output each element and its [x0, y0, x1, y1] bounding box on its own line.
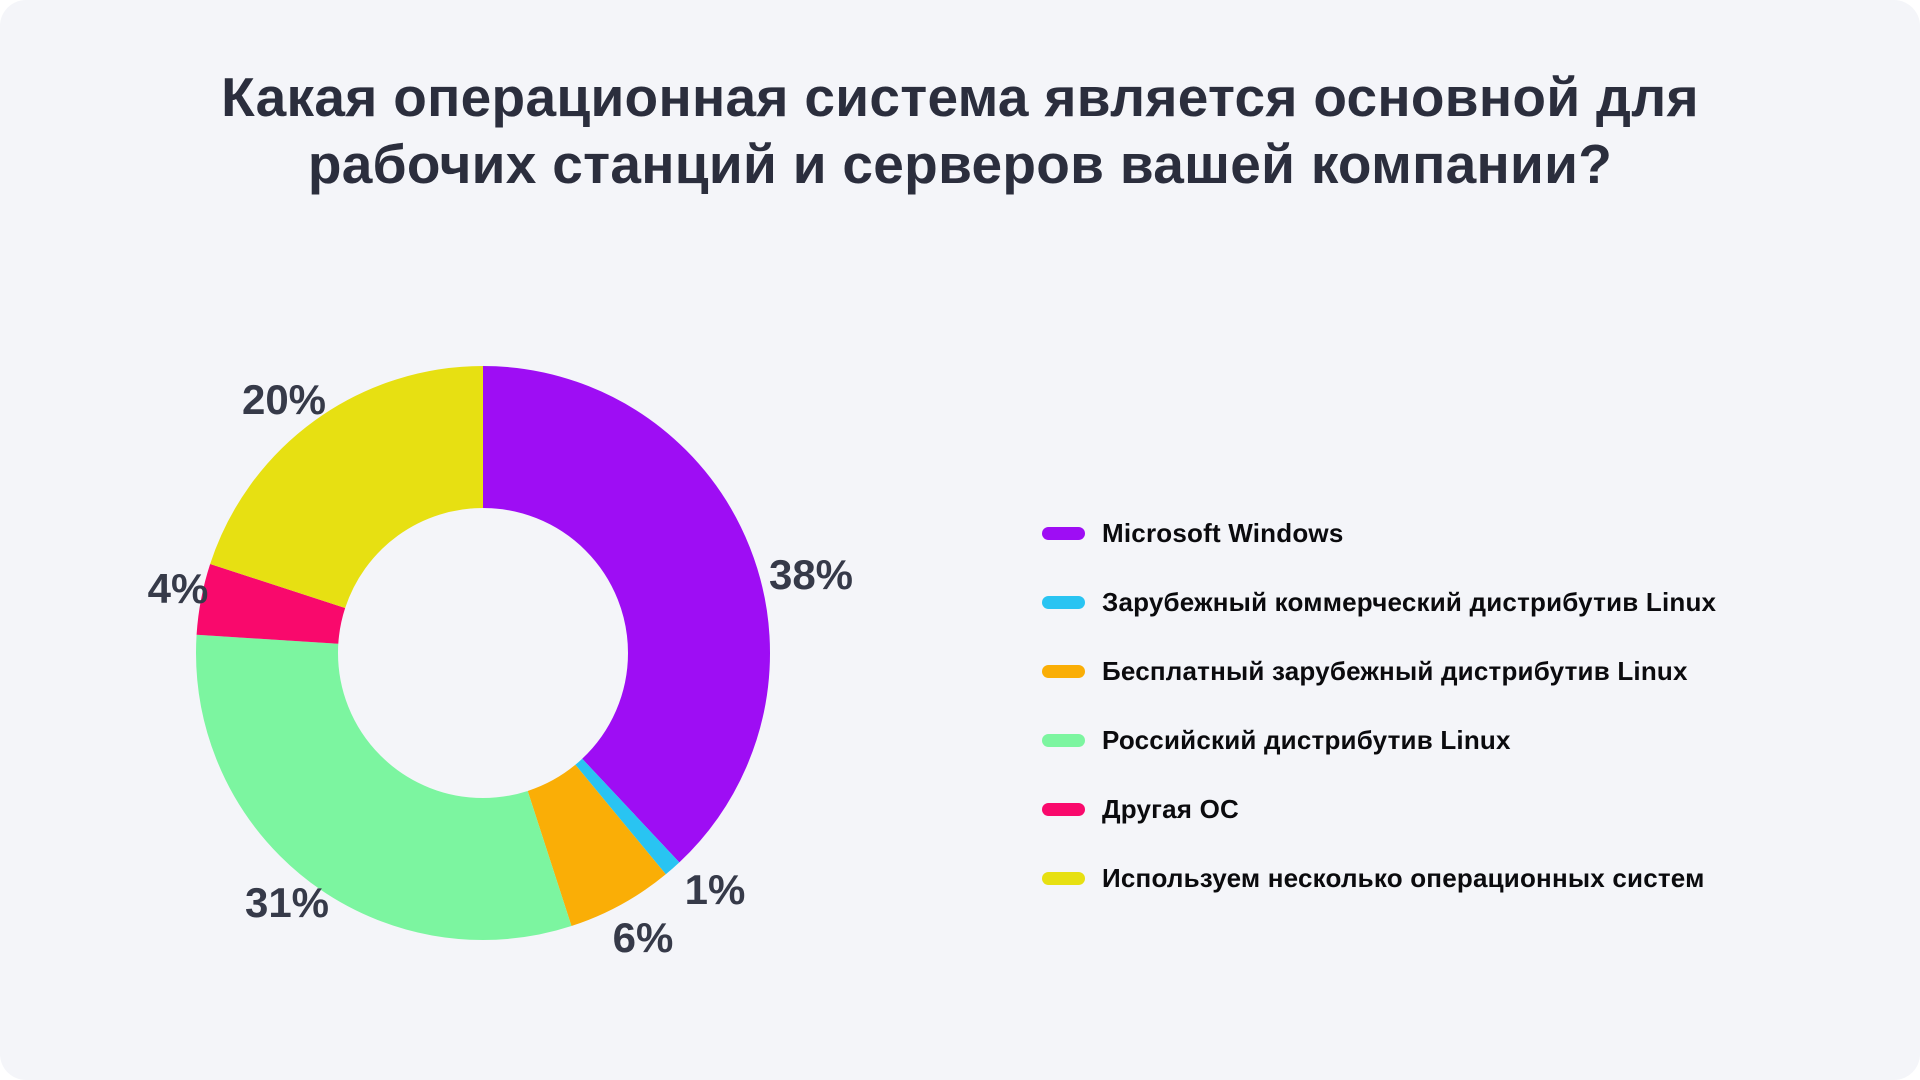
legend-swatch — [1042, 733, 1085, 747]
legend-label: Бесплатный зарубежный дистрибутив Linux — [1102, 655, 1688, 686]
chart-title-line-2: рабочих станций и серверов вашей компани… — [307, 133, 1613, 195]
legend-swatch — [1042, 595, 1085, 609]
pie-segment-5 — [196, 366, 770, 940]
percent-label-1: 1% — [684, 866, 746, 913]
legend-label: Microsoft Windows — [1102, 517, 1344, 548]
legend-item-other-os: Другая ОС — [1042, 793, 1716, 824]
legend-item-microsoft-windows: Microsoft Windows — [1042, 517, 1716, 548]
chart-title-line-1: Какая операционная система является осно… — [221, 66, 1699, 128]
legend-item-free-foreign-linux: Бесплатный зарубежный дистрибутив Linux — [1042, 655, 1716, 686]
legend-swatch — [1042, 526, 1085, 540]
legend-item-multiple-os: Используем несколько операционных систем — [1042, 862, 1716, 893]
donut-chart-svg — [196, 366, 770, 940]
chart-legend: Microsoft Windows Зарубежный коммерчески… — [1042, 517, 1717, 893]
percent-label-4: 4% — [147, 565, 209, 612]
percent-label-2: 6% — [612, 914, 674, 961]
legend-label: Используем несколько операционных систем — [1102, 862, 1705, 893]
chart-title: Какая операционная система является осно… — [0, 64, 1920, 198]
legend-label: Российский дистрибутив Linux — [1102, 724, 1511, 755]
pie-segment-3 — [196, 366, 770, 940]
percent-label-0: 38% — [768, 551, 854, 598]
legend-swatch — [1042, 664, 1085, 678]
legend-swatch — [1042, 802, 1085, 816]
legend-item-foreign-commercial-linux: Зарубежный коммерческий дистрибутив Linu… — [1042, 586, 1717, 617]
legend-label: Другая ОС — [1102, 793, 1240, 824]
legend-swatch — [1042, 871, 1085, 885]
legend-item-russian-linux: Российский дистрибутив Linux — [1042, 724, 1716, 755]
donut-chart — [196, 366, 770, 940]
legend-label: Зарубежный коммерческий дистрибутив Linu… — [1102, 586, 1717, 617]
percent-label-5: 20% — [241, 376, 327, 423]
percent-label-3: 31% — [244, 879, 330, 926]
